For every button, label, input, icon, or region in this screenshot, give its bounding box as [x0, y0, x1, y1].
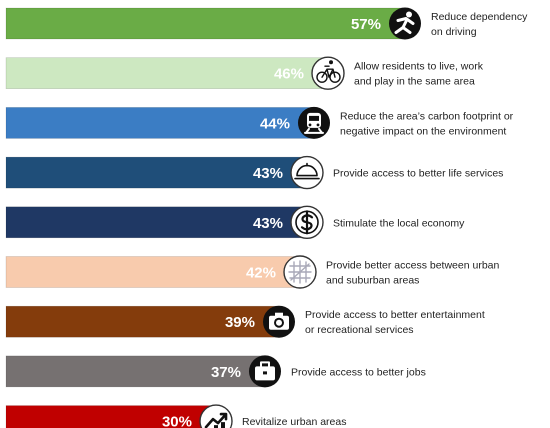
- category-label: Revitalize urban areas: [242, 416, 346, 428]
- bar-8: [5, 355, 266, 388]
- category-label: Provide access to better jobs: [291, 366, 426, 378]
- bar-value-label: 57%: [351, 16, 381, 33]
- category-label: Provide better access between urban and s…: [326, 260, 500, 287]
- growth-icon: [199, 404, 233, 428]
- category-label: Allow residents to live, work and play in…: [354, 61, 484, 88]
- briefcase-icon: [249, 355, 281, 388]
- category-label: Provide access to better entertainment or…: [305, 309, 485, 336]
- bar-3: [5, 107, 315, 139]
- train-icon: [298, 106, 330, 139]
- service-icon: [290, 155, 324, 190]
- bar-value-label: 43%: [253, 165, 283, 182]
- bar-value-label: 44%: [260, 115, 290, 132]
- category-label: Reduce the area’s carbon footprint or neg…: [340, 110, 514, 137]
- category-label: Reduce dependency on driving: [431, 11, 528, 38]
- camera-icon: [263, 305, 295, 338]
- bar-1: [5, 7, 406, 40]
- bar-value-label: 43%: [253, 215, 283, 232]
- category-label: Provide access to better life services: [333, 168, 503, 180]
- bicycle-icon: [311, 56, 345, 90]
- bar-6: [5, 256, 301, 288]
- bar-value-label: 42%: [246, 265, 276, 282]
- bar-value-label: 46%: [274, 66, 304, 83]
- bar-value-label: 37%: [211, 364, 241, 381]
- dollar-icon: [290, 205, 324, 240]
- map-icon: [283, 255, 317, 289]
- category-label: Stimulate the local economy: [333, 217, 465, 229]
- bar-value-label: 39%: [225, 314, 255, 331]
- bar-7: [5, 305, 280, 338]
- bar-5: [5, 206, 308, 239]
- runner-icon: [389, 7, 421, 40]
- bar-value-label: 30%: [162, 414, 192, 428]
